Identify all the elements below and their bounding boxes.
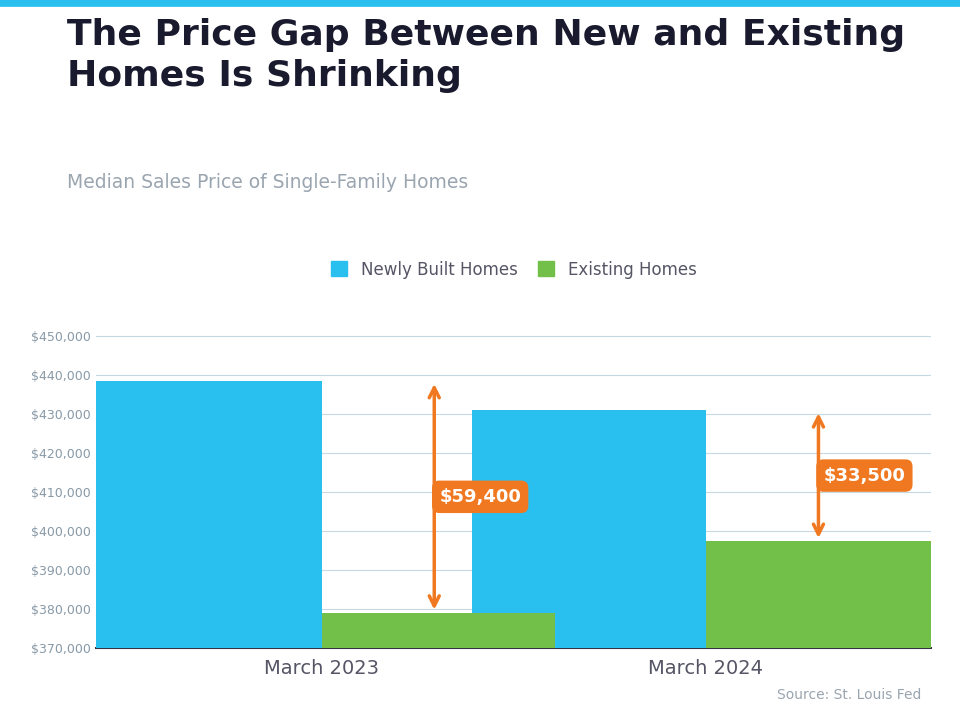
Text: The Price Gap Between New and Existing
Homes Is Shrinking: The Price Gap Between New and Existing H… [67, 18, 905, 93]
Text: $59,400: $59,400 [440, 488, 521, 506]
Bar [706, 541, 940, 720]
Legend: Newly Built Homes, Existing Homes: Newly Built Homes, Existing Homes [323, 252, 705, 287]
Text: $33,500: $33,500 [824, 467, 905, 485]
Bar [471, 410, 706, 720]
Bar [87, 381, 322, 720]
Bar [322, 613, 555, 720]
Text: Median Sales Price of Single-Family Homes: Median Sales Price of Single-Family Home… [67, 173, 468, 192]
Text: Source: St. Louis Fed: Source: St. Louis Fed [778, 688, 922, 702]
